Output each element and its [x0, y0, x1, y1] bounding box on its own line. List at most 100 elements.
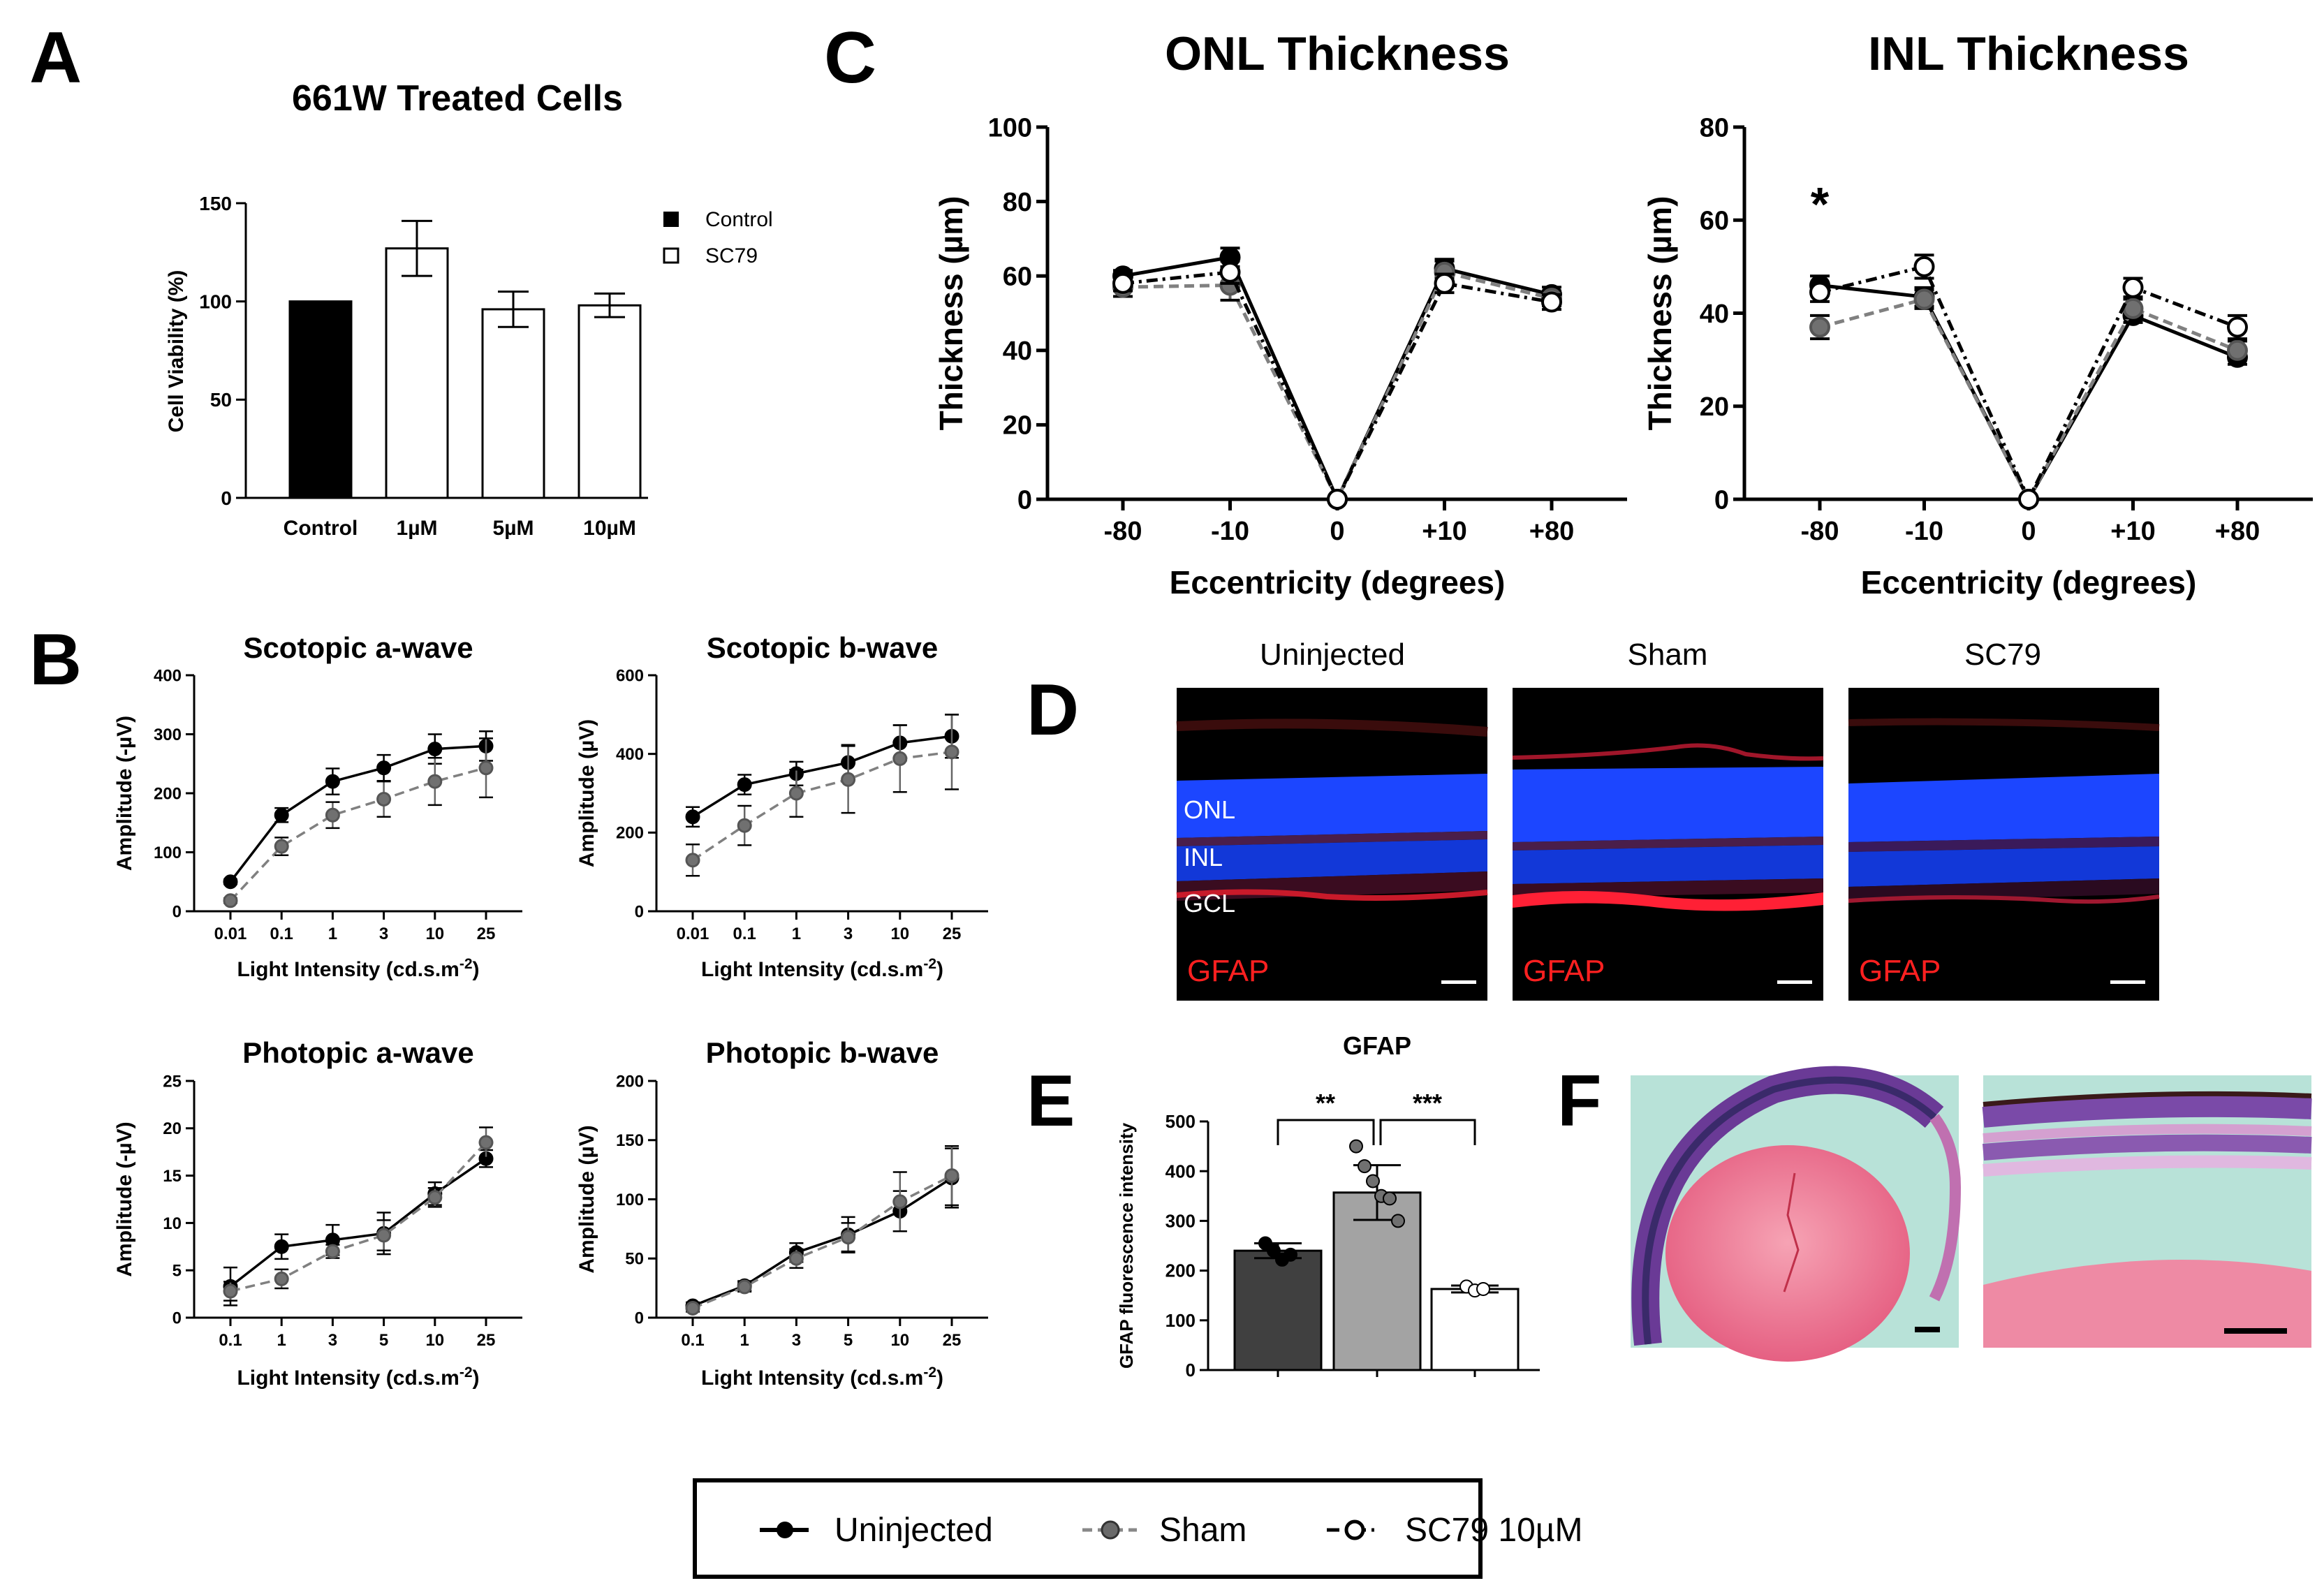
y-tick-label: 0 [1186, 1360, 1196, 1381]
y-tick-label: 40 [1003, 337, 1032, 366]
legend-label-sham: Sham [1159, 1512, 1246, 1549]
x-tick-label: 0.1 [270, 925, 293, 943]
data-point [1913, 288, 1935, 310]
data-point [841, 772, 856, 787]
bottom-legend: Uninjected Sham SC79 10µM [693, 1478, 1582, 1579]
x-axis-label-end: ) [936, 1367, 943, 1390]
histology-whole-eye [1631, 1066, 1962, 1362]
chart-cell-viability: 0 50 100 150 Control 1µM 5µM 10µM 661W Treated C… [165, 78, 648, 540]
data-point [1112, 272, 1133, 294]
scale-bar [1441, 980, 1476, 984]
data-point [944, 744, 959, 760]
data-point [788, 1251, 804, 1266]
bar [385, 247, 449, 499]
y-axis-label: Cell Viability (%) [165, 270, 188, 433]
data-point [427, 774, 443, 789]
x-axis-label-superscript: -2 [459, 956, 473, 972]
y-tick-label: 300 [1165, 1211, 1196, 1232]
y-tick-label: 20 [1700, 392, 1729, 422]
significance-label: *** [1413, 1089, 1442, 1117]
chart-title: 661W Treated Cells [292, 78, 623, 119]
x-axis-label: Eccentricity (degrees) [1170, 564, 1506, 601]
x-tick-label: 0.1 [733, 925, 756, 943]
data-point [274, 1239, 289, 1254]
data-point [223, 1283, 238, 1299]
chart-title: ONL Thickness [1165, 27, 1510, 80]
y-tick-label: 0 [172, 1309, 182, 1327]
panel-letter-e: E [1027, 1061, 1075, 1142]
y-tick-label: 100 [988, 113, 1032, 142]
x-axis-label: Light Intensity (cd.s.m-2) [237, 956, 479, 982]
y-tick-label: 100 [616, 1191, 644, 1209]
x-tick-label: 25 [943, 925, 962, 943]
stain-label-gfap: GFAP [1859, 954, 1941, 988]
panel-letter-b: B [29, 619, 82, 700]
y-tick-label: 200 [1165, 1260, 1196, 1281]
y-tick-label: 0 [172, 902, 182, 921]
micrograph-title-uninjected: Uninjected [1260, 638, 1405, 672]
y-tick-label: 60 [1003, 263, 1032, 292]
x-axis-label-superscript: -2 [923, 956, 936, 972]
data-point [892, 751, 908, 766]
layer-label-gcl: GCL [1184, 889, 1235, 918]
x-axis-label-end: ) [473, 958, 480, 981]
y-tick-label: 500 [1165, 1111, 1196, 1132]
series-line [230, 1141, 487, 1293]
x-tick-label: +80 [2215, 517, 2260, 546]
chart-onl-thickness: 0 20 40 60 80 100 -80 -10 0 +10 +80 ONL Thickness Th… [933, 27, 1627, 601]
chart-title: Scotopic b-wave [707, 631, 938, 664]
x-tick-label: 10 [890, 1331, 909, 1350]
chart-scotopic-b-wave: 0 200 400 600 0.01 0.1 1 3 10 25 Scotopic b-wave Am… [575, 631, 988, 981]
data-point [325, 774, 340, 789]
micrograph-sham: GFAP [1512, 688, 1824, 1001]
x-tick-label: 1 [792, 925, 801, 943]
data-point [223, 893, 238, 908]
y-tick-label: 200 [154, 784, 182, 803]
y-tick-label: 50 [210, 389, 232, 411]
micrograph-sc79: GFAP [1848, 688, 2160, 1001]
x-tick-label: 5µM [493, 517, 534, 540]
y-tick-label: 20 [163, 1119, 182, 1138]
x-tick-label: 10µM [583, 517, 636, 540]
data-point [944, 1168, 959, 1184]
y-tick-label: 80 [1003, 188, 1032, 217]
panel-d-micrographs: Uninjected Sham SC79 ONL INL GCL GFAP [1176, 638, 2160, 1001]
micrograph-uninjected: ONL INL GCL GFAP [1176, 688, 1488, 1001]
y-axis-label: Amplitude (µV) [575, 719, 598, 867]
scale-bar [2110, 980, 2145, 984]
x-axis-label: Light Intensity (cd.s.m-2) [701, 1364, 943, 1390]
x-axis-label-superscript: -2 [459, 1364, 473, 1381]
data-point [478, 1135, 494, 1150]
panel-letter-c: C [824, 17, 876, 98]
data-point [2122, 297, 2144, 319]
legend-label-sc79-10um: SC79 10µM [1405, 1512, 1582, 1549]
data-point [1809, 281, 1830, 303]
chart-scotopic-a-wave: 0 100 200 300 400 0.01 0.1 1 3 10 25 Scotopic a-wav… [113, 631, 522, 981]
panel-letter-a: A [29, 17, 82, 98]
significance-bracket [1277, 1119, 1375, 1145]
data-point [1219, 261, 1241, 283]
y-tick-label: 5 [172, 1262, 182, 1281]
x-tick-label: Control [284, 517, 358, 540]
x-axis-label-main: Light Intensity (cd.s.m [701, 1367, 923, 1390]
y-tick-label: 400 [616, 745, 644, 764]
x-axis-label-main: Light Intensity (cd.s.m [237, 1367, 459, 1390]
y-axis-label: Amplitude (-µV) [113, 716, 136, 871]
legend-marker-uninjected [777, 1522, 793, 1538]
series-line [692, 735, 953, 818]
data-point [1476, 1281, 1490, 1296]
y-tick-label: 40 [1700, 300, 1729, 329]
chart-title: INL Thickness [1868, 27, 2189, 80]
x-tick-label: 1 [740, 1331, 749, 1350]
y-axis-label: Thickness (µm) [1642, 196, 1678, 431]
y-tick-label: 25 [163, 1072, 182, 1091]
x-tick-label: -80 [1104, 517, 1142, 546]
x-axis-label: Light Intensity (cd.s.m-2) [237, 1364, 479, 1390]
bar [578, 304, 642, 499]
panel-letter-d: D [1027, 670, 1079, 751]
data-point [1358, 1159, 1371, 1174]
data-point [274, 807, 289, 823]
series-line [1819, 284, 2238, 503]
x-tick-label: +10 [2110, 517, 2155, 546]
